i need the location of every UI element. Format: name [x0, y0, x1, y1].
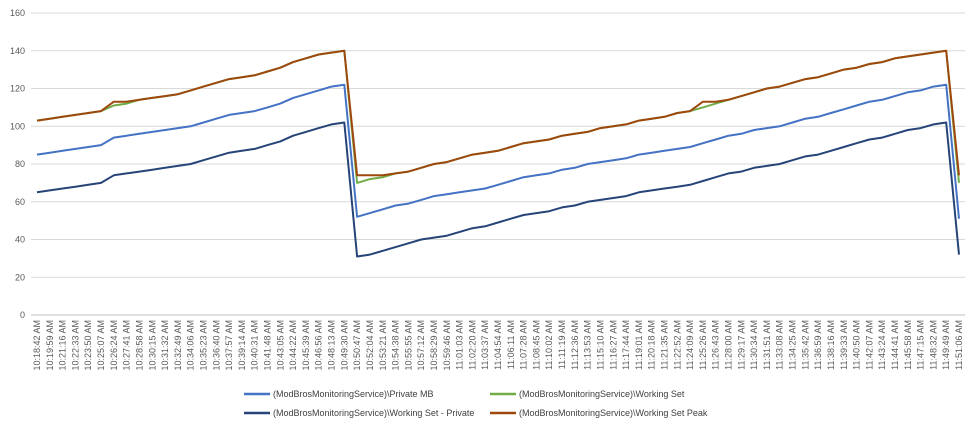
x-tick-label: 10:27:41 AM — [122, 320, 132, 371]
x-tick-label: 11:15:10 AM — [595, 320, 605, 370]
x-tick-label: 10:26:24 AM — [109, 320, 119, 371]
x-tick-label: 11:31:51 AM — [762, 320, 772, 370]
x-tick-label: 11:04:54 AM — [493, 320, 503, 370]
x-tick-label: 11:43:24 AM — [877, 320, 887, 370]
y-tick-label: 140 — [10, 46, 25, 56]
legend-item-working-set-private: (ModBrosMonitoringService)\Working Set -… — [244, 408, 474, 418]
x-tick-label: 11:47:15 AM — [916, 320, 926, 370]
x-tick-label: 11:26:43 AM — [711, 320, 721, 370]
x-tick-label: 11:17:44 AM — [621, 320, 631, 370]
legend-label-working-set: (ModBrosMonitoringService)\Working Set — [519, 389, 685, 399]
x-tick-label: 10:31:32 AM — [160, 320, 170, 371]
x-tick-label: 10:41:48 AM — [263, 320, 273, 371]
x-tick-label: 11:07:28 AM — [519, 320, 529, 370]
x-tick-label: 11:10:02 AM — [544, 320, 554, 370]
x-tick-label: 10:19:59 AM — [45, 320, 55, 371]
x-tick-label: 11:02:20 AM — [467, 320, 477, 370]
y-tick-label: 120 — [10, 84, 25, 94]
x-tick-label: 10:59:46 AM — [442, 320, 452, 371]
x-tick-label: 10:50:47 AM — [352, 320, 362, 371]
x-tick-label: 11:12:36 AM — [570, 320, 580, 370]
x-tick-label: 10:35:23 AM — [198, 320, 208, 371]
legend-item-private-mb: (ModBrosMonitoringService)\Private MB — [244, 389, 434, 399]
x-tick-label: 11:06:11 AM — [506, 320, 516, 369]
x-tick-label: 11:19:01 AM — [634, 320, 644, 370]
legend-label-working-set-peak: (ModBrosMonitoringService)\Working Set P… — [519, 408, 708, 418]
x-tick-label: 10:37:57 AM — [224, 320, 234, 371]
x-tick-label: 11:49:49 AM — [941, 320, 951, 370]
x-tick-label: 10:55:55 AM — [403, 320, 413, 371]
x-tick-label: 11:48:32 AM — [928, 320, 938, 370]
y-tick-label: 60 — [15, 197, 25, 207]
legend-item-working-set: (ModBrosMonitoringService)\Working Set — [490, 389, 685, 399]
x-tick-label: 11:34:25 AM — [788, 320, 798, 370]
x-tick-label: 11:13:53 AM — [583, 320, 593, 370]
y-tick-label: 160 — [10, 8, 25, 18]
x-tick-label: 10:25:07 AM — [96, 320, 106, 371]
x-tick-label: 10:18:42 AM — [32, 320, 42, 371]
legend-label-working-set-private: (ModBrosMonitoringService)\Working Set -… — [273, 408, 474, 418]
x-tick-label: 11:44:41 AM — [890, 320, 900, 370]
series-line-3 — [36, 49, 960, 177]
x-tick-label: 10:54:38 AM — [391, 320, 401, 371]
legend: (ModBrosMonitoringService)\Private MB (M… — [244, 389, 708, 418]
y-tick-label: 0 — [20, 310, 25, 320]
series-line-0 — [36, 83, 960, 219]
y-tick-label: 20 — [15, 272, 25, 282]
y-tick-label: 80 — [15, 159, 25, 169]
x-tick-label: 11:33:08 AM — [775, 320, 785, 370]
x-tick-label: 11:08:45 AM — [531, 320, 541, 370]
x-tick-label: 10:48:13 AM — [327, 320, 337, 371]
x-tick-label: 10:36:40 AM — [211, 320, 221, 371]
x-tick-label: 10:21:16 AM — [58, 320, 68, 371]
x-tick-label: 11:25:26 AM — [698, 320, 708, 370]
y-tick-label: 100 — [10, 121, 25, 131]
x-tick-label: 11:39:33 AM — [839, 320, 849, 370]
x-tick-label: 10:45:39 AM — [301, 320, 311, 371]
x-tick-label: 11:30:34 AM — [749, 320, 759, 370]
x-tick-label: 10:44:22 AM — [288, 320, 298, 371]
y-axis-tick-labels: 0 20 40 60 80 100 120 140 160 — [10, 8, 25, 320]
x-tick-label: 11:20:18 AM — [647, 320, 657, 370]
x-tick-label: 11:40:50 AM — [852, 320, 862, 370]
legend-label-private-mb: (ModBrosMonitoringService)\Private MB — [273, 389, 434, 399]
series-lines — [36, 49, 960, 258]
x-tick-label: 10:23:50 AM — [83, 320, 93, 371]
x-tick-label: 10:58:29 AM — [429, 320, 439, 371]
x-tick-label: 11:22:52 AM — [672, 320, 682, 370]
x-tick-label: 11:21:35 AM — [659, 320, 669, 370]
x-tick-label: 10:32:49 AM — [173, 320, 183, 371]
x-tick-label: 10:40:31 AM — [250, 320, 260, 371]
x-tick-label: 10:52:04 AM — [365, 320, 375, 371]
x-tick-label: 10:43:05 AM — [275, 320, 285, 371]
x-tick-label: 11:03:37 AM — [480, 320, 490, 370]
x-tick-label: 10:49:30 AM — [339, 320, 349, 371]
legend-item-working-set-peak: (ModBrosMonitoringService)\Working Set P… — [490, 408, 708, 418]
x-tick-label: 10:28:58 AM — [134, 320, 144, 371]
x-tick-label: 11:42:07 AM — [864, 320, 874, 370]
x-axis-tick-labels: 10:18:42 AM 10:19:59 AM 10:21:16 AM 10:22:3… — [32, 320, 964, 371]
x-tick-label: 11:16:27 AM — [608, 320, 618, 370]
x-tick-label: 11:35:42 AM — [800, 320, 810, 370]
x-tick-label: 10:39:14 AM — [237, 320, 247, 371]
x-tick-label: 11:11:19 AM — [557, 320, 567, 369]
x-tick-label: 11:45:58 AM — [903, 320, 913, 370]
x-tick-label: 10:57:12 AM — [416, 320, 426, 371]
x-tick-label: 11:36:59 AM — [813, 320, 823, 370]
x-tick-label: 11:38:16 AM — [826, 320, 836, 370]
x-tick-label: 11:29:17 AM — [736, 320, 746, 370]
x-tick-label: 10:22:33 AM — [70, 320, 80, 371]
gridlines — [31, 12, 965, 316]
x-tick-label: 10:34:06 AM — [186, 320, 196, 371]
x-tick-label: 11:28:00 AM — [724, 320, 734, 370]
x-tick-label: 11:01:03 AM — [455, 320, 465, 370]
x-tick-label: 11:51:06 AM — [954, 320, 964, 370]
x-tick-label: 11:24:09 AM — [685, 320, 695, 370]
y-tick-label: 40 — [15, 235, 25, 245]
x-tick-label: 10:30:15 AM — [147, 320, 157, 371]
x-tick-label: 10:53:21 AM — [378, 320, 388, 371]
series-line-2 — [36, 121, 960, 258]
x-tick-label: 10:46:56 AM — [314, 320, 324, 371]
